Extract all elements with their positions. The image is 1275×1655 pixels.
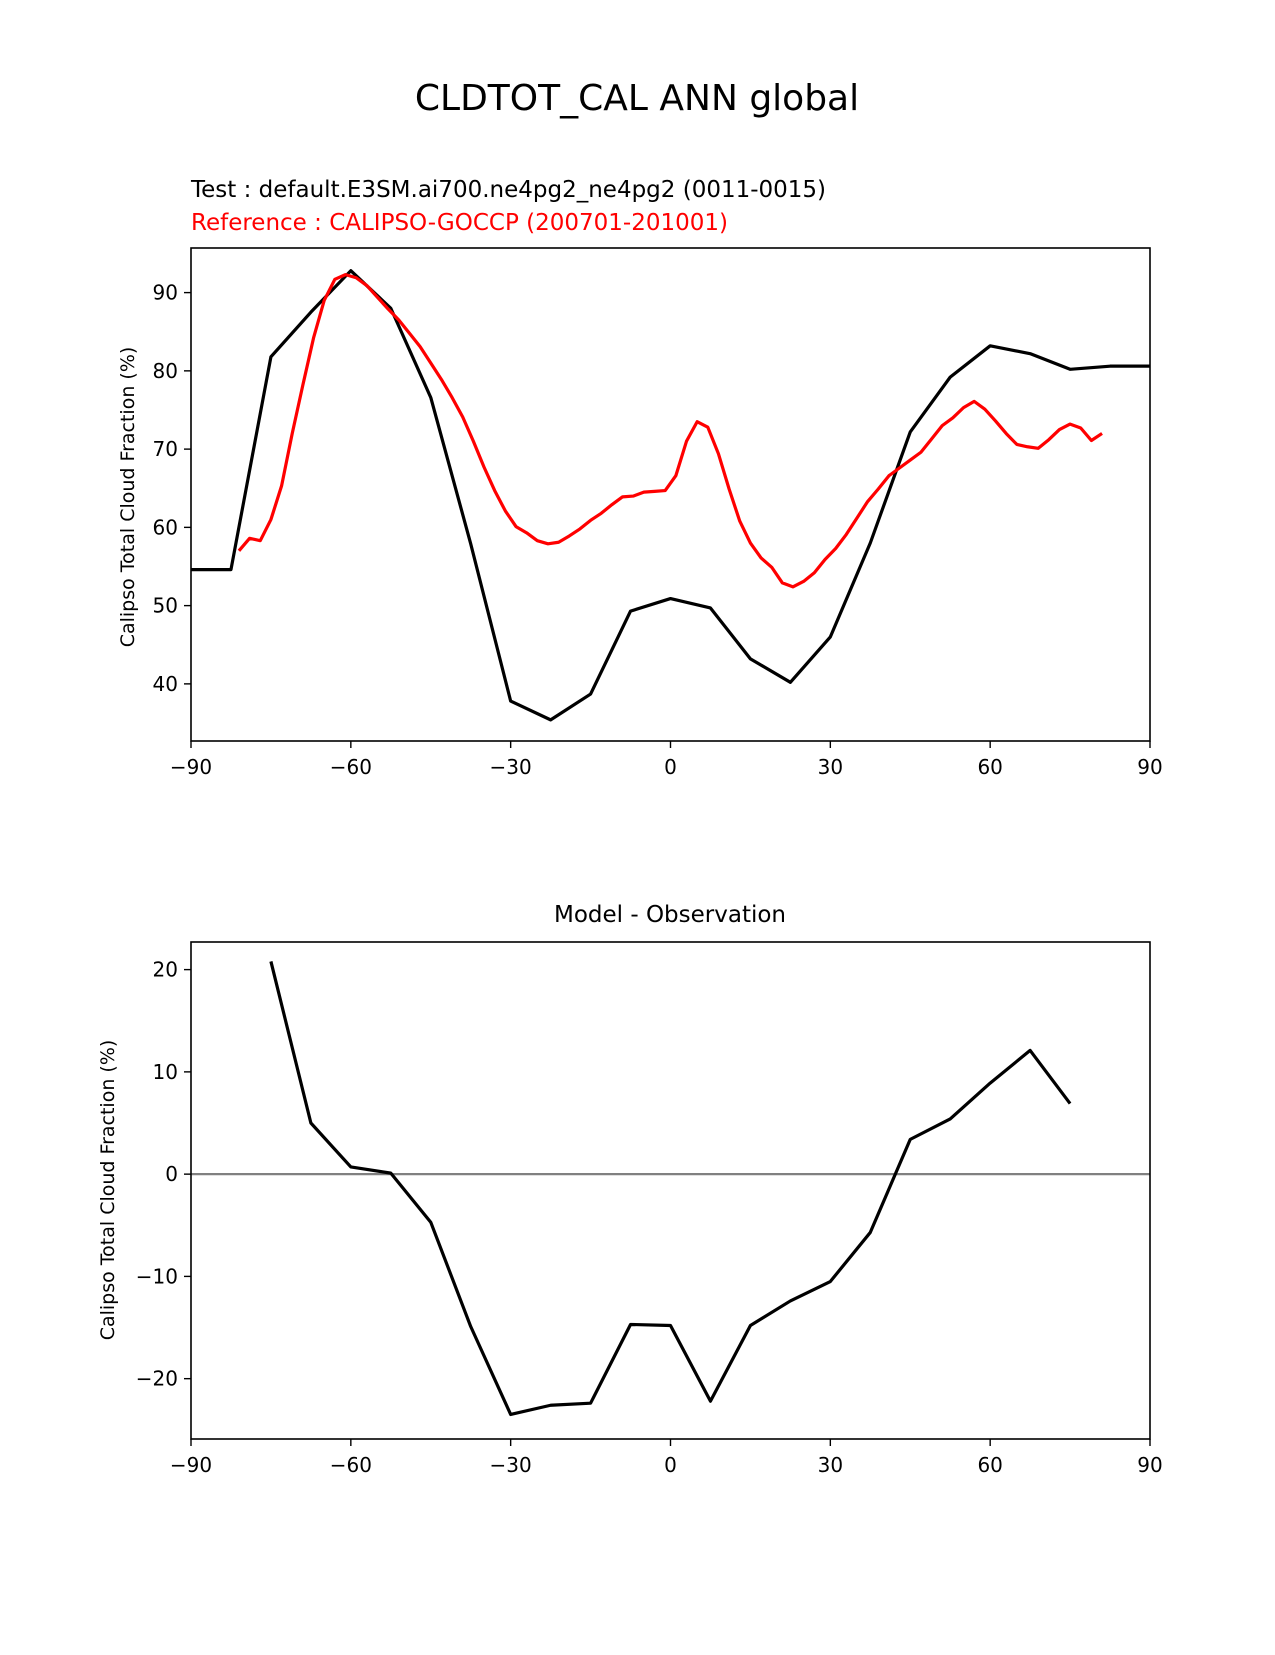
top-series-test-line xyxy=(191,269,1150,722)
top-panel: Test : default.E3SM.ai700.ne4pg2_ne4pg2 … xyxy=(117,177,1163,779)
bottom-series-difference-line xyxy=(269,961,1072,1417)
top-x-tick-label: 30 xyxy=(818,755,843,779)
bottom-x-tick-label: −30 xyxy=(490,1453,532,1477)
bottom-x-tick-label: 60 xyxy=(977,1453,1002,1477)
bottom-x-tick-label: 0 xyxy=(664,1453,677,1477)
top-series-reference-line xyxy=(237,273,1103,589)
figure-title: CLDTOT_CAL ANN global xyxy=(415,78,859,119)
top-y-tick-label: 80 xyxy=(153,359,178,383)
top-x-tick-label: −60 xyxy=(330,755,372,779)
bottom-y-tick-label: 10 xyxy=(153,1060,178,1084)
bottom-y-tick-label: 0 xyxy=(165,1162,178,1186)
top-plot-area: −90 −60 −30 0 30 60 90 40 50 60 70 80 90 xyxy=(153,247,1163,779)
bottom-x-tick-label: −60 xyxy=(330,1453,372,1477)
bottom-y-tick-label: 20 xyxy=(153,958,178,982)
bottom-y-tick-label: −10 xyxy=(136,1264,178,1288)
top-y-tick-label: 60 xyxy=(153,515,178,539)
bottom-panel-title: Model - Observation xyxy=(554,902,786,928)
top-x-tick-label: 0 xyxy=(664,755,677,779)
bottom-y-axis-label: Calipso Total Cloud Fraction (%) xyxy=(97,1040,119,1341)
top-x-tick-label: −30 xyxy=(490,755,532,779)
bottom-plot-area: −90 −60 −30 0 30 60 90 −20 −10 0 10 20 xyxy=(136,941,1163,1477)
top-y-axis-label: Calipso Total Cloud Fraction (%) xyxy=(117,347,139,648)
test-label: Test : default.E3SM.ai700.ne4pg2_ne4pg2 … xyxy=(190,177,826,203)
top-x-tick-label: 90 xyxy=(1137,755,1162,779)
top-x-tick-label: −90 xyxy=(170,755,212,779)
top-y-tick-label: 70 xyxy=(153,437,178,461)
top-y-tick-label: 40 xyxy=(153,672,178,696)
bottom-x-tick-label: 30 xyxy=(818,1453,843,1477)
top-x-tick-label: 60 xyxy=(977,755,1002,779)
top-y-tick-label: 50 xyxy=(153,594,178,618)
top-y-tick-label: 90 xyxy=(153,281,178,305)
bottom-x-tick-label: −90 xyxy=(170,1453,212,1477)
bottom-x-tick-label: 90 xyxy=(1137,1453,1162,1477)
reference-label: Reference : CALIPSO-GOCCP (200701-201001… xyxy=(191,210,728,236)
bottom-panel: Model - Observation Calipso Total Cloud … xyxy=(97,902,1163,1477)
bottom-y-tick-label: −20 xyxy=(136,1367,178,1391)
